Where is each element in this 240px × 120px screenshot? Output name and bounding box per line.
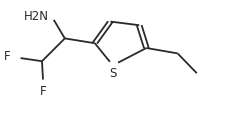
Text: F: F	[4, 51, 11, 63]
Text: F: F	[40, 85, 47, 98]
Text: S: S	[109, 67, 116, 80]
Text: H2N: H2N	[24, 10, 49, 23]
